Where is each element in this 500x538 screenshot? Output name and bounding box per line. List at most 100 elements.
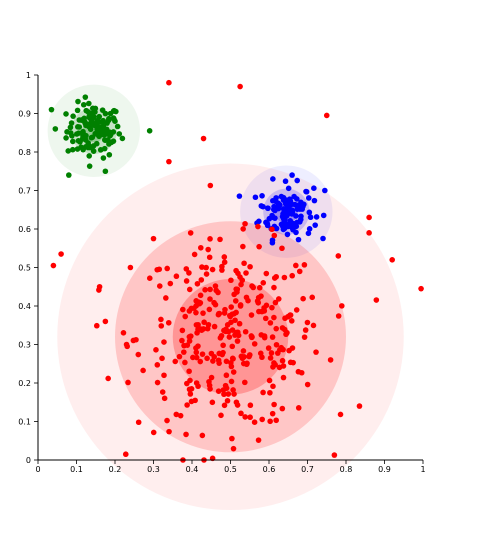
data-point xyxy=(158,316,164,323)
data-point xyxy=(197,358,204,365)
data-point xyxy=(269,226,275,233)
data-point xyxy=(247,263,253,270)
data-point xyxy=(176,353,183,360)
data-point xyxy=(69,146,76,153)
x-tick-label: 1 xyxy=(420,465,425,474)
y-tick-label: 0.7 xyxy=(18,187,31,196)
data-point xyxy=(161,339,167,345)
data-point xyxy=(296,268,303,275)
data-point xyxy=(327,357,334,363)
data-point xyxy=(116,131,123,137)
data-point xyxy=(304,381,311,388)
data-point xyxy=(280,206,287,212)
data-point xyxy=(265,345,272,351)
data-point xyxy=(280,374,287,381)
data-point xyxy=(150,235,157,242)
data-point xyxy=(311,185,317,192)
data-point xyxy=(288,318,295,324)
data-point xyxy=(294,206,301,212)
data-point xyxy=(165,319,172,326)
data-point xyxy=(119,135,126,142)
y-tick-label: 0.8 xyxy=(18,148,31,157)
data-point xyxy=(322,187,328,194)
data-point xyxy=(200,310,206,316)
data-point xyxy=(259,308,265,315)
data-point xyxy=(193,354,200,361)
data-point xyxy=(222,382,229,389)
data-point xyxy=(225,391,232,397)
data-point xyxy=(130,337,137,344)
data-point xyxy=(209,266,216,273)
data-point xyxy=(255,223,261,230)
data-point xyxy=(279,405,286,412)
data-point xyxy=(226,334,233,340)
data-point xyxy=(107,131,114,138)
data-point xyxy=(269,410,276,417)
data-point xyxy=(80,133,86,139)
data-point xyxy=(86,163,93,169)
data-point xyxy=(236,193,243,199)
data-point xyxy=(247,414,253,421)
data-point xyxy=(306,209,313,216)
data-point xyxy=(243,270,249,276)
data-point xyxy=(219,267,225,273)
data-point xyxy=(285,200,292,206)
data-point xyxy=(271,232,278,239)
data-point xyxy=(92,109,98,115)
data-point xyxy=(159,355,165,362)
data-point xyxy=(306,226,313,232)
data-point xyxy=(272,361,278,368)
data-point xyxy=(186,368,192,375)
data-point xyxy=(87,144,93,151)
data-point xyxy=(268,350,275,356)
data-point xyxy=(75,130,82,136)
data-point xyxy=(80,101,87,108)
data-point xyxy=(193,303,199,309)
data-point xyxy=(237,303,244,309)
data-point xyxy=(201,319,207,326)
data-point xyxy=(267,320,274,326)
data-point xyxy=(301,334,308,340)
data-point xyxy=(255,437,262,443)
data-point xyxy=(63,111,69,117)
data-point xyxy=(256,243,262,250)
data-point xyxy=(233,286,239,292)
data-point xyxy=(273,225,280,232)
data-point xyxy=(261,333,268,339)
data-point xyxy=(221,259,228,266)
data-point xyxy=(112,118,118,124)
data-point xyxy=(215,388,222,394)
data-point xyxy=(271,275,278,281)
data-point xyxy=(273,198,279,205)
data-point xyxy=(285,185,292,192)
data-point xyxy=(108,139,115,146)
data-point xyxy=(286,347,292,354)
data-point xyxy=(100,155,107,161)
data-point xyxy=(100,117,106,124)
data-point xyxy=(203,271,210,277)
data-point xyxy=(205,321,212,328)
data-point xyxy=(186,270,192,276)
data-point xyxy=(303,188,309,195)
data-point xyxy=(233,309,239,316)
data-point xyxy=(80,128,86,135)
data-point xyxy=(78,117,85,123)
data-point xyxy=(179,327,186,334)
data-point xyxy=(280,197,287,203)
x-tick-label: 0.9 xyxy=(378,465,391,474)
y-tick-label: 0 xyxy=(26,456,31,465)
x-tick-label: 0.3 xyxy=(147,465,160,474)
data-point xyxy=(180,306,186,313)
x-tick-label: 0.7 xyxy=(301,465,314,474)
data-point xyxy=(182,313,189,320)
data-point xyxy=(256,284,263,291)
data-point xyxy=(173,411,180,418)
data-point xyxy=(389,257,396,263)
data-point xyxy=(275,296,282,302)
data-point xyxy=(172,358,179,365)
data-point xyxy=(238,281,244,288)
data-point xyxy=(89,115,96,122)
axis-ticks: 0 0.1 0.2 0.3 0.4 0.5 0.6 0.7 0.8 0.9 1 0 0.1 0.2 0.3 0… xyxy=(18,71,425,474)
data-point xyxy=(164,417,170,424)
y-tick-label: 0.6 xyxy=(18,225,31,234)
